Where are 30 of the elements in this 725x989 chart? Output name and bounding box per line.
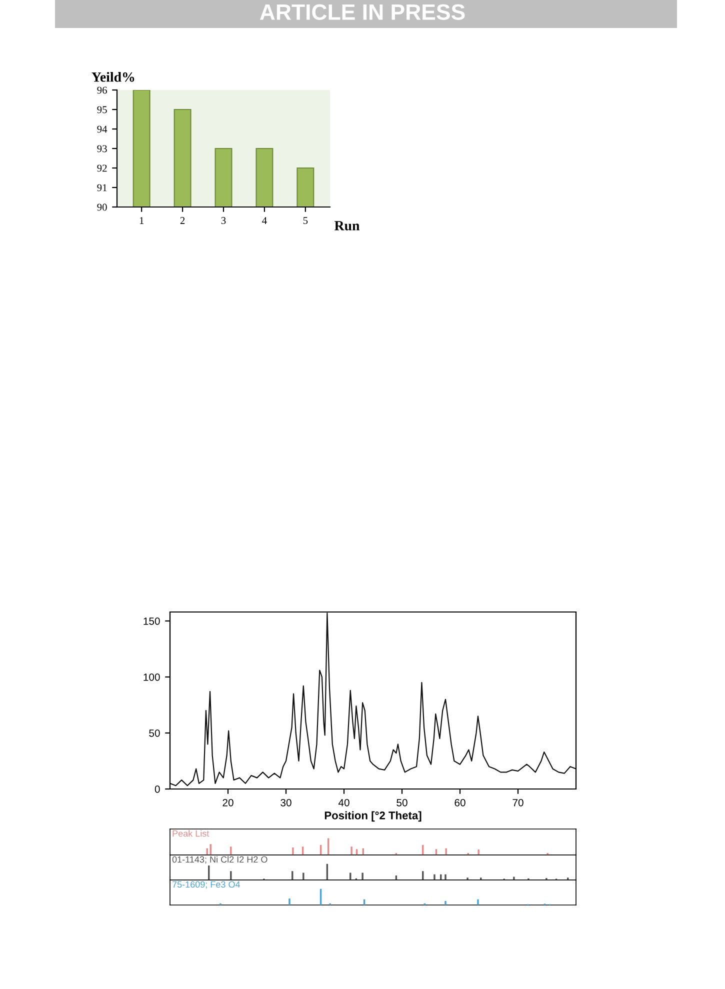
y-tick-label: 0 [154,786,160,793]
series-label: 01-1143; Ni Cl2 I2 H2 O [172,856,268,864]
line-series [170,612,576,786]
x-tick-label: 20 [222,798,234,806]
series-label: Peak List [172,830,210,837]
x-tick-label: 50 [396,798,408,806]
x-tick-label: 1 [140,217,144,224]
y-tick-label: 94 [97,126,108,133]
y-tick-label: 91 [97,184,107,192]
y-tick-label: 96 [97,86,107,94]
text: 75-1609; Fe3 O4 [172,881,240,889]
x-tick-label: 30 [280,798,292,806]
x-tick-label: 2 [180,217,185,224]
y-tick-label: 92 [97,164,107,172]
y-tick-label: 50 [149,729,160,737]
x-tick-label: 70 [512,798,524,806]
x-tick-label: 60 [454,798,466,806]
y-tick-label: 95 [97,106,107,114]
y-tick-label: 150 [144,617,160,625]
x-axis-title: Position [°2 Theta] [324,811,422,822]
x-tick-label: 5 [303,217,308,224]
y-tick-label: 93 [97,145,107,152]
y-tick-label: 90 [97,204,107,211]
x-tick-label: 3 [221,217,226,224]
x-axis-title: Run [334,221,360,230]
y-tick-label: 100 [144,673,160,681]
x-tick-label: 4 [262,217,267,224]
x-tick-label: 40 [338,798,350,806]
text: ARTICLE IN PRESS [260,4,465,20]
y-axis-title: Yeild% [92,72,134,82]
